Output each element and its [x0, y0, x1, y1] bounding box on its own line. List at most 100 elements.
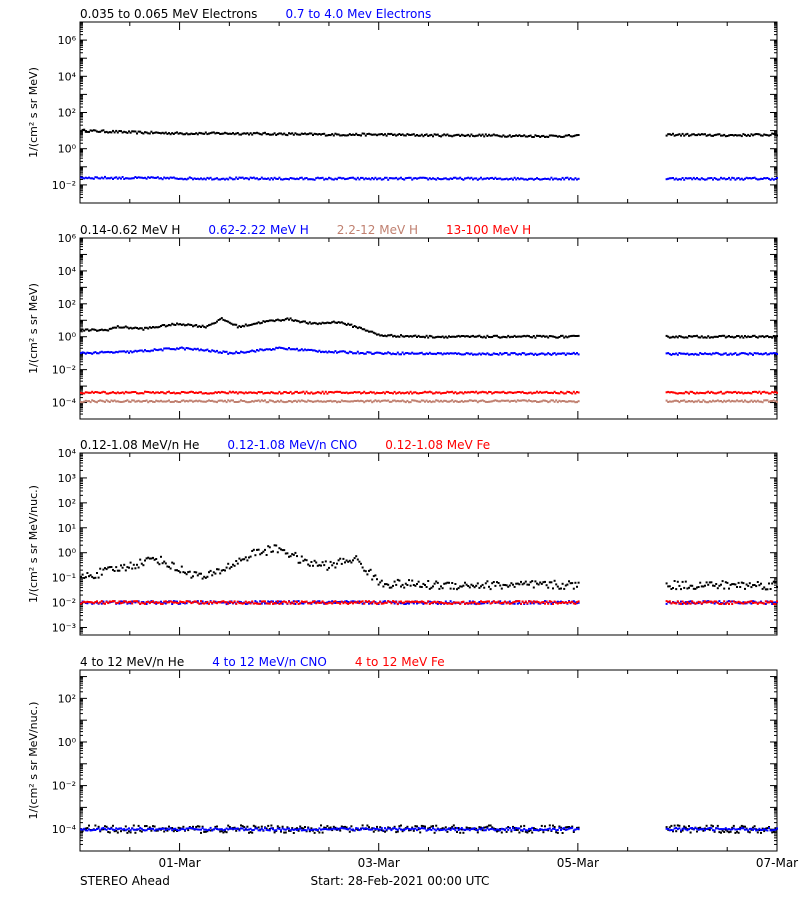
data-point [88, 176, 90, 179]
data-point [313, 321, 316, 324]
data-point [174, 348, 177, 351]
data-point [572, 400, 575, 403]
data-point [420, 392, 423, 394]
data-point [665, 827, 668, 830]
data-point [528, 600, 530, 603]
data-point [91, 829, 94, 832]
data-point [555, 583, 558, 586]
data-point [550, 399, 553, 402]
data-point [326, 321, 329, 324]
data-point [156, 601, 159, 604]
data-point [534, 178, 537, 180]
data-point [328, 134, 330, 136]
data-point [459, 400, 462, 403]
data-point [123, 828, 126, 831]
data-point [304, 600, 306, 603]
data-point [400, 134, 402, 136]
data-point [150, 391, 153, 394]
data-point [488, 828, 490, 831]
data-point [89, 574, 92, 577]
data-point [417, 601, 420, 604]
data-point [750, 602, 753, 605]
data-point [771, 831, 774, 834]
data-point [364, 352, 367, 355]
data-point [737, 391, 740, 394]
data-point [144, 602, 146, 605]
data-point [267, 545, 270, 548]
data-point [265, 401, 268, 404]
data-point [531, 392, 534, 395]
data-point [94, 576, 97, 579]
data-point [520, 391, 522, 394]
data-point [529, 602, 532, 605]
data-point [121, 400, 124, 403]
data-point [161, 400, 164, 403]
data-point [171, 400, 174, 403]
data-point [718, 133, 721, 136]
data-point [321, 828, 324, 831]
data-point [219, 133, 222, 135]
data-point [257, 132, 260, 135]
data-point [304, 392, 306, 395]
data-point [169, 324, 172, 327]
data-point [435, 824, 438, 827]
data-point [190, 399, 193, 402]
data-point [744, 587, 746, 590]
data-point [689, 134, 692, 137]
data-point [507, 391, 510, 394]
data-point [344, 322, 346, 325]
data-point [753, 600, 756, 603]
data-point [334, 177, 337, 180]
data-point [163, 830, 166, 833]
data-point [155, 602, 158, 605]
data-point [136, 600, 138, 603]
data-point [286, 134, 289, 137]
data-point [769, 134, 772, 137]
data-point [668, 133, 671, 136]
data-point [150, 827, 153, 830]
data-point [358, 560, 361, 563]
data-point [273, 320, 276, 323]
data-point [401, 399, 404, 402]
data-point [158, 400, 161, 403]
data-point [523, 392, 526, 394]
data-point [123, 392, 126, 395]
data-point [332, 391, 335, 394]
data-point [736, 177, 738, 180]
data-point [492, 600, 495, 603]
data-point [281, 347, 284, 350]
data-point [291, 828, 294, 831]
data-point [742, 602, 745, 605]
data-point [257, 178, 260, 181]
data-point [182, 399, 185, 402]
data-point [548, 827, 551, 830]
data-point [446, 602, 449, 605]
data-point [508, 391, 511, 394]
data-point [435, 399, 438, 402]
data-point [744, 133, 746, 136]
data-point [180, 399, 183, 402]
data-point [536, 582, 538, 585]
data-point [323, 400, 326, 403]
data-point [512, 135, 514, 137]
data-point [675, 827, 678, 829]
data-point [473, 177, 476, 180]
data-point [556, 178, 559, 181]
data-point [459, 135, 462, 137]
data-point [414, 352, 417, 355]
data-point [195, 571, 198, 574]
data-point [462, 831, 465, 834]
data-point [224, 391, 226, 394]
data-point [760, 582, 762, 585]
data-point [249, 391, 252, 394]
data-point [296, 555, 298, 558]
data-point [454, 335, 457, 338]
data-point [144, 559, 146, 562]
panel-frame [79, 21, 778, 204]
data-point [451, 352, 454, 355]
data-point [88, 400, 90, 403]
data-point [688, 825, 690, 828]
data-point [507, 353, 510, 356]
data-point [667, 828, 670, 830]
data-point [776, 134, 778, 137]
